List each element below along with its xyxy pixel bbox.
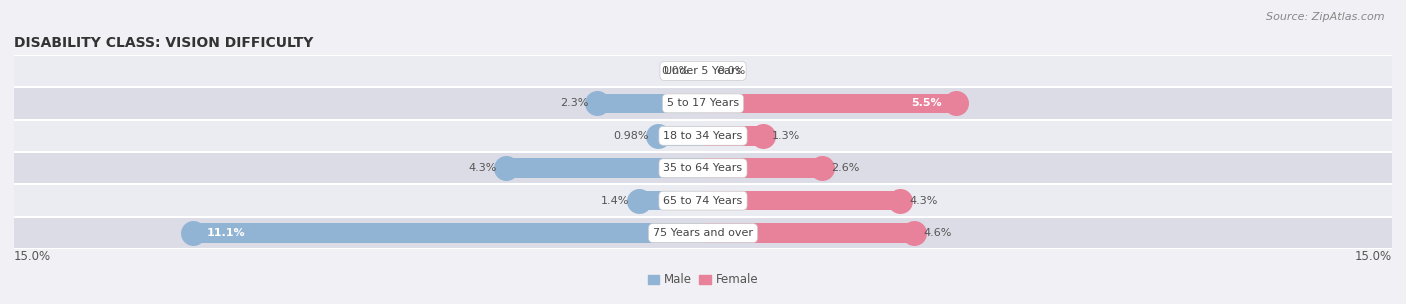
Text: 5 to 17 Years: 5 to 17 Years — [666, 98, 740, 108]
Bar — [14, 55, 1392, 87]
Bar — [703, 191, 900, 210]
Bar — [14, 185, 1392, 217]
Text: DISABILITY CLASS: VISION DIFFICULTY: DISABILITY CLASS: VISION DIFFICULTY — [14, 36, 314, 50]
Bar — [703, 223, 914, 243]
Text: Under 5 Years: Under 5 Years — [665, 66, 741, 76]
Bar — [14, 87, 1392, 119]
Text: 4.3%: 4.3% — [910, 196, 938, 206]
Text: 0.98%: 0.98% — [613, 131, 648, 141]
Text: 5.5%: 5.5% — [911, 98, 942, 108]
Text: 15.0%: 15.0% — [14, 250, 51, 263]
Legend: Male, Female: Male, Female — [648, 273, 758, 286]
Text: 0.0%: 0.0% — [661, 66, 689, 76]
Bar — [14, 119, 1392, 152]
Bar — [14, 217, 1392, 249]
Text: 65 to 74 Years: 65 to 74 Years — [664, 196, 742, 206]
Text: 2.3%: 2.3% — [560, 98, 588, 108]
Bar — [14, 152, 1392, 185]
Text: 4.6%: 4.6% — [924, 228, 952, 238]
Bar — [703, 94, 956, 113]
Text: 75 Years and over: 75 Years and over — [652, 228, 754, 238]
Text: 2.6%: 2.6% — [831, 163, 860, 173]
Text: 4.3%: 4.3% — [468, 163, 496, 173]
Text: 1.3%: 1.3% — [772, 131, 800, 141]
Text: 35 to 64 Years: 35 to 64 Years — [664, 163, 742, 173]
Bar — [598, 94, 703, 113]
Bar — [658, 126, 703, 146]
Bar — [193, 223, 703, 243]
Bar — [703, 126, 762, 146]
Text: 18 to 34 Years: 18 to 34 Years — [664, 131, 742, 141]
Bar — [506, 158, 703, 178]
Bar — [703, 158, 823, 178]
Text: 11.1%: 11.1% — [207, 228, 246, 238]
Text: 0.0%: 0.0% — [717, 66, 745, 76]
Text: Source: ZipAtlas.com: Source: ZipAtlas.com — [1267, 12, 1385, 22]
Bar — [638, 191, 703, 210]
Text: 15.0%: 15.0% — [1355, 250, 1392, 263]
Text: 1.4%: 1.4% — [602, 196, 630, 206]
